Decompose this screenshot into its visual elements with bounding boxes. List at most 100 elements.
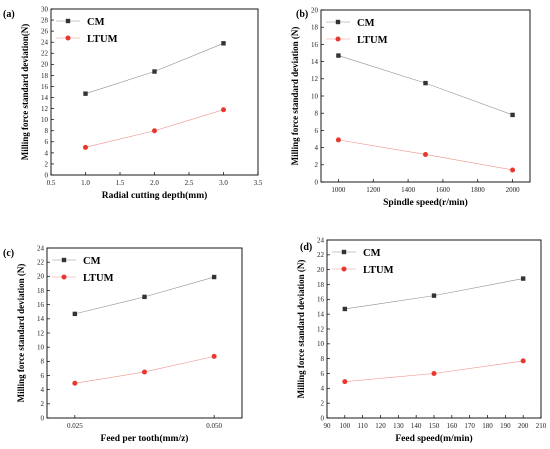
y-tick-label: 10 xyxy=(311,92,319,100)
data-point-cm xyxy=(221,41,226,46)
x-tick-label: 0.5 xyxy=(47,179,56,187)
legend-marker xyxy=(335,36,341,42)
y-tick-label: 14 xyxy=(311,58,319,66)
y-tick-label: 4 xyxy=(315,144,319,152)
y-axis-label: Milling force standard deviation(N) xyxy=(20,24,30,161)
data-point-cm xyxy=(211,274,217,280)
data-point-ltum xyxy=(83,144,88,150)
y-tick-label: 12 xyxy=(311,75,319,83)
y-axis-label: Milling force standard deviation (N) xyxy=(290,27,300,166)
x-axis-label: Feed per tooth(mm/z) xyxy=(101,433,189,444)
y-tick-label: 14 xyxy=(317,311,325,319)
y-tick-label: 8 xyxy=(45,127,49,135)
data-point-cm xyxy=(510,112,515,118)
x-tick-label: 200 xyxy=(518,422,529,430)
data-point-ltum xyxy=(510,167,516,173)
y-tick-label: 24 xyxy=(317,236,325,244)
legend-marker xyxy=(65,18,71,24)
y-tick-label: 18 xyxy=(41,72,49,80)
x-axis-label: Radial cutting depth(mm) xyxy=(102,190,208,201)
y-tick-label: 20 xyxy=(37,273,45,281)
y-tick-label: 30 xyxy=(41,5,49,13)
y-tick-label: 6 xyxy=(321,370,325,378)
data-point-ltum xyxy=(72,380,78,386)
legend-label: CM xyxy=(357,18,375,29)
y-tick-label: 20 xyxy=(317,266,325,274)
y-tick-label: 0 xyxy=(321,414,325,422)
x-tick-label: 1600 xyxy=(436,186,451,194)
legend-marker xyxy=(341,249,347,255)
x-tick-label: 180 xyxy=(482,422,493,430)
x-tick-label: 1000 xyxy=(331,186,346,194)
plot-frame xyxy=(46,247,243,419)
x-axis-label: Feed speed(m/min) xyxy=(395,433,472,444)
x-tick-label: 110 xyxy=(358,422,369,430)
data-point-cm xyxy=(520,276,526,281)
y-tick-label: 2 xyxy=(45,160,49,168)
x-tick-label: 1.0 xyxy=(81,179,90,187)
legend-label: LTUM xyxy=(357,35,388,46)
x-tick-label: 3.5 xyxy=(254,179,263,187)
x-tick-label: 90 xyxy=(324,422,332,430)
y-tick-label: 4 xyxy=(321,385,325,393)
y-tick-label: 14 xyxy=(37,315,45,323)
y-tick-label: 22 xyxy=(37,259,45,267)
legend-label: LTUM xyxy=(87,34,118,45)
data-point-ltum xyxy=(431,371,437,376)
y-tick-label: 6 xyxy=(45,138,49,146)
data-point-cm xyxy=(423,80,428,86)
legend-marker xyxy=(341,266,347,272)
x-tick-label: 1400 xyxy=(401,186,416,194)
legend-label: CM xyxy=(83,256,101,267)
legend-label: LTUM xyxy=(83,273,114,284)
y-tick-label: 12 xyxy=(41,105,49,113)
legend-marker xyxy=(335,19,341,25)
data-point-cm xyxy=(83,91,88,96)
legend-marker xyxy=(65,35,71,41)
data-point-cm xyxy=(431,293,437,298)
x-axis-label: Spindle speed(r/min) xyxy=(383,197,468,208)
y-tick-label: 16 xyxy=(41,83,49,91)
y-tick-label: 0 xyxy=(315,178,319,186)
data-point-cm xyxy=(152,69,157,74)
y-tick-label: 16 xyxy=(37,301,45,309)
x-tick-label: 2.0 xyxy=(150,179,159,187)
data-point-ltum xyxy=(423,151,428,157)
x-tick-label: 120 xyxy=(375,422,386,430)
legend-label: CM xyxy=(87,17,105,28)
y-axis-label: Milling force standard deviation (N) xyxy=(296,260,306,399)
y-tick-label: 10 xyxy=(41,116,49,124)
x-tick-label: 170 xyxy=(464,422,475,430)
y-tick-label: 12 xyxy=(37,329,45,337)
data-point-ltum xyxy=(342,379,348,385)
y-tick-label: 22 xyxy=(41,50,49,58)
x-tick-label: 0.025 xyxy=(67,422,83,430)
x-tick-label: 0.050 xyxy=(206,422,222,430)
y-tick-label: 24 xyxy=(37,244,45,252)
data-point-ltum xyxy=(211,353,217,359)
y-tick-label: 4 xyxy=(41,386,45,394)
y-tick-label: 8 xyxy=(321,355,325,363)
y-tick-label: 20 xyxy=(41,61,49,69)
y-tick-label: 2 xyxy=(41,400,45,408)
y-tick-label: 10 xyxy=(37,344,45,352)
panel-label: (a) xyxy=(3,9,15,20)
x-tick-label: 160 xyxy=(447,422,458,430)
legend-label: CM xyxy=(363,248,381,259)
x-tick-label: 150 xyxy=(429,422,440,430)
data-point-ltum xyxy=(152,128,157,134)
legend-marker xyxy=(61,257,67,263)
x-tick-label: 190 xyxy=(500,422,511,430)
x-tick-label: 210 xyxy=(536,422,547,430)
x-tick-label: 140 xyxy=(411,422,422,430)
y-tick-label: 0 xyxy=(41,414,45,422)
y-tick-label: 10 xyxy=(317,340,325,348)
y-tick-label: 6 xyxy=(315,127,319,135)
data-point-cm xyxy=(142,294,147,300)
x-tick-label: 1.5 xyxy=(116,179,125,187)
x-tick-label: 100 xyxy=(340,422,351,430)
